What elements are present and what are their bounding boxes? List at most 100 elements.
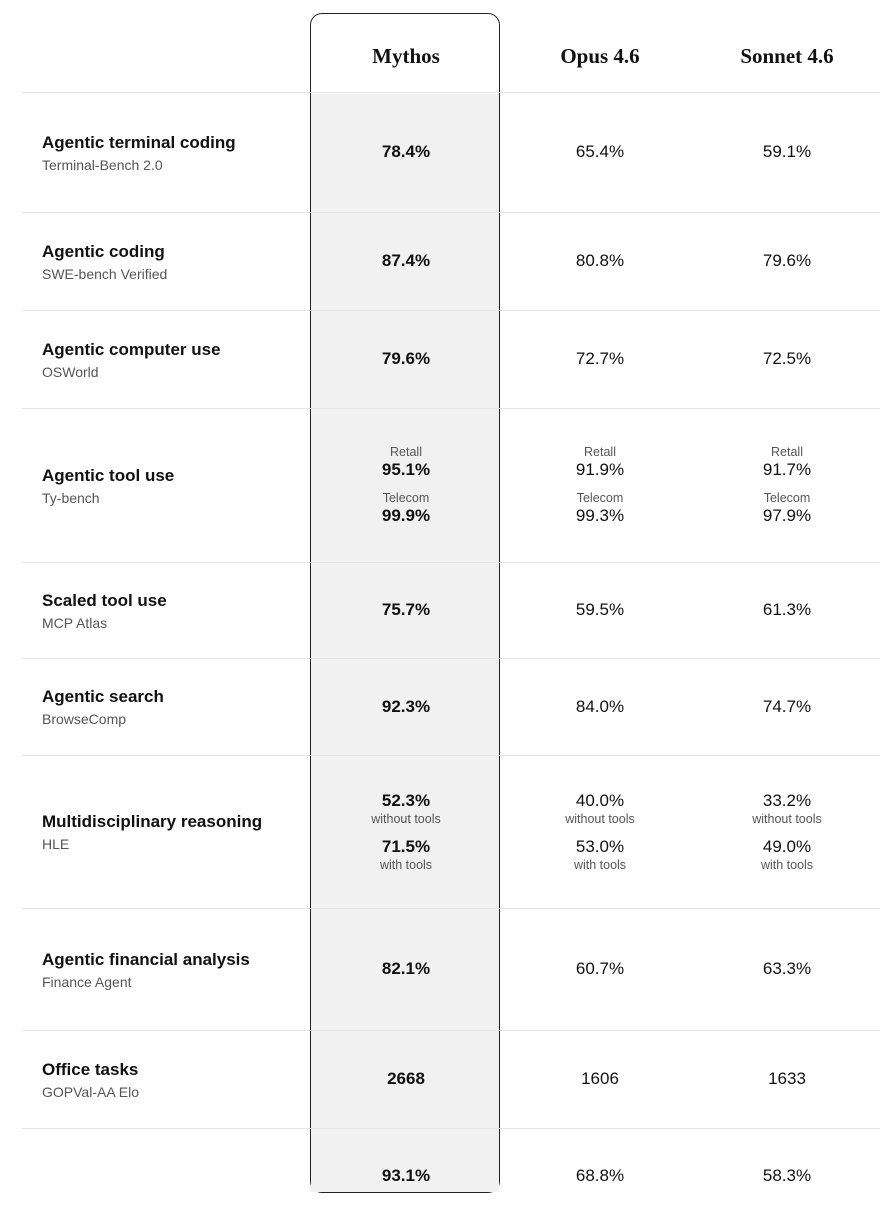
score-value: 79.6% bbox=[762, 251, 812, 270]
score-value: 60.7% bbox=[575, 959, 625, 978]
column-header-opus: Opus 4.6 bbox=[560, 44, 640, 68]
highlighted-column-mythos bbox=[310, 13, 500, 1193]
table-row: Scaled tool use MCP Atlas 75.7% 59.5% 61.3% bbox=[0, 562, 880, 658]
benchmark-subtitle: BrowseComp bbox=[42, 711, 127, 727]
divider bbox=[22, 755, 880, 756]
benchmark-title: Agentic financial analysis bbox=[42, 950, 250, 969]
score-cell: 72.5% bbox=[692, 349, 880, 369]
score-value: 68.8% bbox=[575, 1166, 625, 1185]
benchmark-label: Agentic tool use Ty-bench bbox=[42, 465, 292, 506]
score-value: 1606 bbox=[581, 1069, 619, 1088]
score-sublabel: without tools bbox=[371, 812, 441, 826]
score-cell: 79.6% bbox=[311, 349, 501, 369]
benchmark-label: Office tasks GOPVal-AA Elo bbox=[42, 1059, 292, 1100]
score-value: 72.7% bbox=[575, 349, 625, 368]
score-value: 79.6% bbox=[381, 349, 431, 368]
benchmark-subtitle: GOPVal-AA Elo bbox=[42, 1084, 140, 1100]
benchmark-title: Office tasks bbox=[42, 1060, 139, 1079]
divider bbox=[22, 562, 880, 563]
score-sublabel: without tools bbox=[752, 812, 822, 826]
score-cell: 59.5% bbox=[505, 600, 695, 620]
benchmark-subtitle: MCP Atlas bbox=[42, 615, 108, 631]
score-sublabel: Retall bbox=[584, 445, 616, 459]
score-sublabel: without tools bbox=[565, 812, 635, 826]
score-value: 95.1% bbox=[381, 460, 431, 479]
score-value: 92.3% bbox=[381, 697, 431, 716]
benchmark-label: Agentic coding SWE-bench Verified bbox=[42, 241, 292, 282]
benchmark-title: Agentic coding bbox=[42, 242, 165, 261]
table-row: 93.1% 68.8% 58.3% bbox=[0, 1128, 880, 1220]
benchmark-title: Agentic search bbox=[42, 687, 164, 706]
score-cell: Retall 91.7% Telecom 97.9% bbox=[692, 444, 880, 536]
score-cell: 60.7% bbox=[505, 959, 695, 979]
score-value: 78.4% bbox=[381, 142, 431, 161]
score-value: 87.4% bbox=[381, 251, 431, 270]
score-cell: 74.7% bbox=[692, 697, 880, 717]
score-value: 59.1% bbox=[762, 142, 812, 161]
score-cell: 80.8% bbox=[505, 251, 695, 271]
score-cell: 1633 bbox=[692, 1069, 880, 1089]
benchmark-subtitle: Terminal-Bench 2.0 bbox=[42, 157, 163, 173]
score-sublabel: with tools bbox=[760, 858, 814, 872]
benchmark-subtitle: Finance Agent bbox=[42, 974, 132, 990]
score-cell: 33.2% without tools 49.0% with tools bbox=[692, 791, 880, 883]
benchmark-label: Agentic computer use OSWorld bbox=[42, 339, 292, 380]
score-cell: 1606 bbox=[505, 1069, 695, 1089]
divider bbox=[22, 310, 880, 311]
table-row: Agentic tool use Ty-bench Retall 95.1% Telec… bbox=[0, 408, 880, 562]
divider bbox=[22, 908, 880, 909]
score-sublabel: Telecom bbox=[576, 491, 624, 505]
benchmark-label: Multidisciplinary reasoning HLE bbox=[42, 811, 292, 852]
table-row: Office tasks GOPVal-AA Elo 2668 1606 1633 bbox=[0, 1030, 880, 1128]
score-value: 63.3% bbox=[762, 959, 812, 978]
divider bbox=[22, 92, 880, 93]
table-row: Agentic terminal coding Terminal-Bench 2.… bbox=[0, 92, 880, 212]
score-value: 61.3% bbox=[762, 600, 812, 619]
benchmark-title: Agentic terminal coding bbox=[42, 133, 236, 152]
benchmark-label bbox=[42, 1175, 292, 1178]
score-cell: 65.4% bbox=[505, 142, 695, 162]
score-sublabel: Retall bbox=[390, 445, 422, 459]
benchmark-subtitle: HLE bbox=[42, 836, 70, 852]
divider bbox=[22, 212, 880, 213]
score-value: 53.0% bbox=[575, 837, 625, 856]
score-cell: 61.3% bbox=[692, 600, 880, 620]
column-header-sonnet: Sonnet 4.6 bbox=[740, 44, 834, 68]
score-cell: 78.4% bbox=[311, 142, 501, 162]
score-value: 91.9% bbox=[575, 460, 625, 479]
table-row: Agentic computer use OSWorld 79.6% 72.7% 72.… bbox=[0, 310, 880, 408]
score-value: 58.3% bbox=[762, 1166, 812, 1185]
score-sublabel: with tools bbox=[573, 858, 627, 872]
score-value: 71.5% bbox=[381, 837, 431, 856]
table-row: Agentic search BrowseComp 92.3% 84.0% 74.7% bbox=[0, 658, 880, 755]
column-header-mythos: Mythos bbox=[372, 44, 440, 68]
score-sublabel: Telecom bbox=[763, 491, 811, 505]
score-sublabel: with tools bbox=[379, 858, 433, 872]
score-cell: 68.8% bbox=[505, 1166, 695, 1186]
score-cell: Retall 91.9% Telecom 99.3% bbox=[505, 444, 695, 536]
divider bbox=[22, 1030, 880, 1031]
score-cell: 93.1% bbox=[311, 1166, 501, 1186]
score-cell: Retall 95.1% Telecom 99.9% bbox=[311, 444, 501, 536]
score-cell: 75.7% bbox=[311, 600, 501, 620]
benchmark-subtitle: SWE-bench Verified bbox=[42, 266, 168, 282]
table-row: Agentic financial analysis Finance Agent 8… bbox=[0, 908, 880, 1030]
divider bbox=[22, 408, 880, 409]
score-value: 52.3% bbox=[381, 791, 431, 810]
score-cell: 82.1% bbox=[311, 959, 501, 979]
score-value: 49.0% bbox=[762, 837, 812, 856]
score-cell: 72.7% bbox=[505, 349, 695, 369]
divider bbox=[22, 1128, 880, 1129]
score-value: 97.9% bbox=[762, 506, 812, 525]
benchmark-label: Agentic terminal coding Terminal-Bench 2.… bbox=[42, 132, 292, 173]
score-value: 2668 bbox=[387, 1069, 425, 1088]
score-cell: 79.6% bbox=[692, 251, 880, 271]
benchmark-title: Agentic computer use bbox=[42, 340, 221, 359]
score-value: 84.0% bbox=[575, 697, 625, 716]
score-cell: 40.0% without tools 53.0% with tools bbox=[505, 791, 695, 883]
score-value: 33.2% bbox=[762, 791, 812, 810]
table-row: Multidisciplinary reasoning HLE 52.3% witho… bbox=[0, 755, 880, 908]
score-cell: 52.3% without tools 71.5% with tools bbox=[311, 791, 501, 883]
score-value: 72.5% bbox=[762, 349, 812, 368]
score-value: 82.1% bbox=[381, 959, 431, 978]
